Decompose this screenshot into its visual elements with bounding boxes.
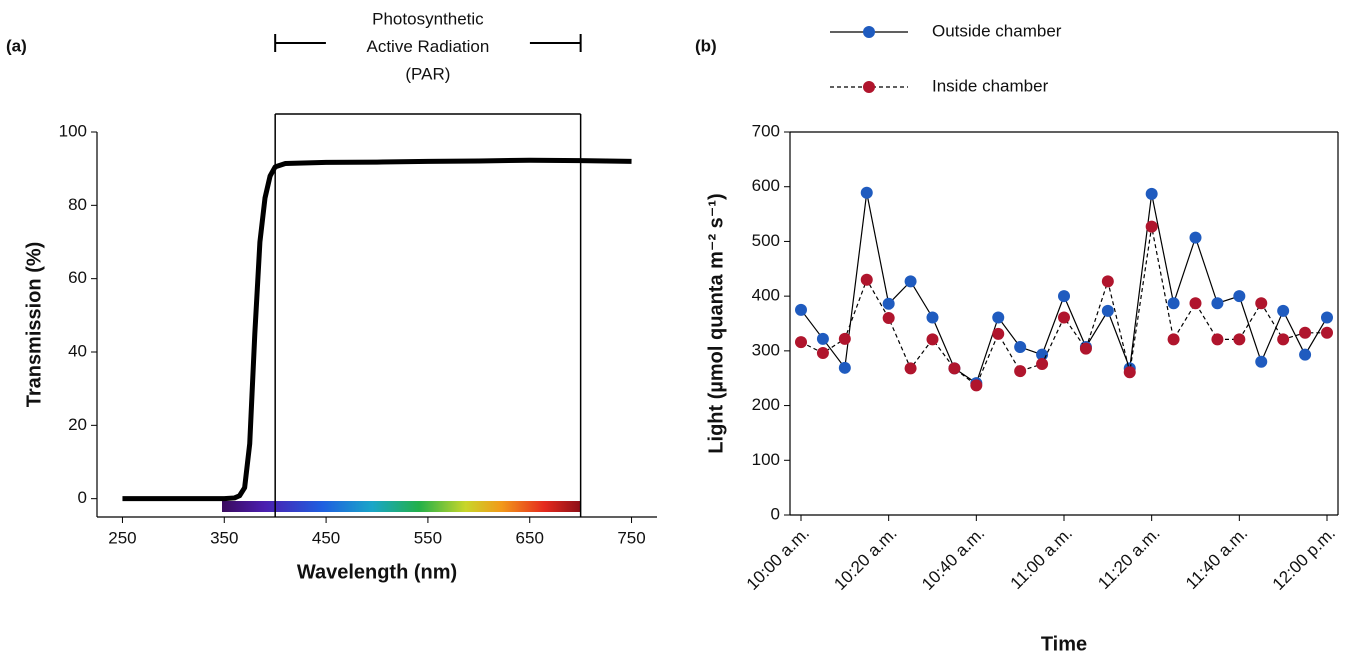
point bbox=[1167, 297, 1180, 310]
x-tick-label: 10:40 a.m. bbox=[918, 524, 988, 594]
y-tick-label: 200 bbox=[752, 395, 780, 414]
y-tick-label: 300 bbox=[752, 340, 780, 359]
point bbox=[1101, 275, 1114, 288]
x-tick-label: 350 bbox=[210, 528, 238, 547]
panel-label: (a) bbox=[6, 36, 27, 55]
point bbox=[1299, 348, 1312, 361]
x-tick-label: 11:20 a.m. bbox=[1094, 524, 1163, 593]
point bbox=[816, 347, 829, 360]
legend-marker bbox=[863, 26, 875, 38]
y-tick-label: 100 bbox=[59, 121, 87, 140]
point bbox=[860, 273, 873, 286]
point bbox=[992, 327, 1005, 340]
x-tick-label: 650 bbox=[516, 528, 544, 547]
point bbox=[1036, 357, 1049, 370]
panel-label: (b) bbox=[695, 36, 717, 55]
x-tick-label: 10:20 a.m. bbox=[830, 524, 900, 594]
point bbox=[882, 312, 895, 325]
point bbox=[1321, 326, 1333, 339]
point bbox=[1299, 326, 1312, 339]
y-tick-label: 60 bbox=[68, 268, 87, 287]
point bbox=[1277, 333, 1290, 346]
point bbox=[1123, 366, 1136, 379]
y-tick-label: 80 bbox=[68, 195, 87, 214]
point bbox=[1014, 365, 1027, 378]
point bbox=[1167, 333, 1180, 346]
point bbox=[1233, 290, 1246, 303]
point bbox=[970, 379, 983, 392]
point bbox=[926, 333, 939, 346]
y-tick-label: 20 bbox=[68, 415, 87, 434]
legend-label: Inside chamber bbox=[932, 76, 1049, 95]
y-tick-label: 700 bbox=[752, 121, 780, 140]
point bbox=[948, 362, 961, 375]
point bbox=[1255, 297, 1268, 310]
x-axis-label: Wavelength (nm) bbox=[297, 561, 457, 583]
series-line bbox=[800, 192, 1328, 385]
point bbox=[1189, 297, 1202, 310]
point bbox=[904, 275, 917, 288]
x-axis-label: Time bbox=[1041, 633, 1087, 655]
point bbox=[1277, 304, 1290, 317]
y-tick-label: 0 bbox=[78, 488, 87, 507]
point bbox=[1145, 220, 1158, 233]
y-tick-label: 500 bbox=[752, 231, 780, 250]
annotation: (PAR) bbox=[405, 64, 450, 83]
y-tick-label: 0 bbox=[771, 504, 780, 523]
point bbox=[926, 311, 939, 324]
x-tick-label: 250 bbox=[108, 528, 136, 547]
x-tick-label: 450 bbox=[312, 528, 340, 547]
legend-label: Outside chamber bbox=[932, 21, 1062, 40]
point bbox=[992, 311, 1005, 324]
point bbox=[838, 332, 851, 345]
series-line bbox=[800, 226, 1327, 387]
point bbox=[1211, 333, 1224, 346]
x-tick-label: 550 bbox=[414, 528, 442, 547]
point bbox=[904, 362, 917, 375]
x-tick-label: 750 bbox=[617, 528, 645, 547]
y-tick-label: 600 bbox=[752, 176, 780, 195]
point bbox=[1145, 187, 1158, 200]
point bbox=[1189, 231, 1202, 244]
point bbox=[816, 332, 829, 345]
point bbox=[1211, 297, 1224, 310]
point bbox=[795, 303, 807, 316]
spectrum-bar bbox=[222, 501, 580, 512]
annotation: Photosynthetic bbox=[372, 9, 484, 28]
y-tick-label: 100 bbox=[752, 450, 780, 469]
point bbox=[1079, 342, 1092, 355]
point bbox=[1255, 355, 1268, 368]
point bbox=[882, 297, 895, 310]
y-axis-label: Light (µmol quanta m⁻² s⁻¹) bbox=[705, 193, 727, 453]
x-tick-label: 11:40 a.m. bbox=[1182, 524, 1251, 593]
annotation: Active Radiation bbox=[366, 37, 489, 56]
y-tick-label: 40 bbox=[68, 341, 87, 360]
point bbox=[860, 186, 873, 199]
legend-marker bbox=[863, 81, 875, 93]
series-line bbox=[122, 157, 632, 502]
point bbox=[795, 336, 807, 349]
x-tick-label: 11:00 a.m. bbox=[1007, 524, 1076, 593]
point bbox=[1321, 311, 1333, 324]
x-tick-label: 10:00 a.m. bbox=[743, 524, 813, 594]
point bbox=[1101, 304, 1114, 317]
point bbox=[1233, 333, 1246, 346]
y-tick-label: 400 bbox=[752, 286, 780, 305]
point bbox=[1058, 290, 1070, 303]
point bbox=[838, 361, 851, 374]
point bbox=[1014, 341, 1027, 354]
x-tick-label: 12:00 p.m. bbox=[1269, 524, 1339, 594]
y-axis-label: Transmission (%) bbox=[23, 242, 45, 408]
point bbox=[1058, 311, 1070, 324]
